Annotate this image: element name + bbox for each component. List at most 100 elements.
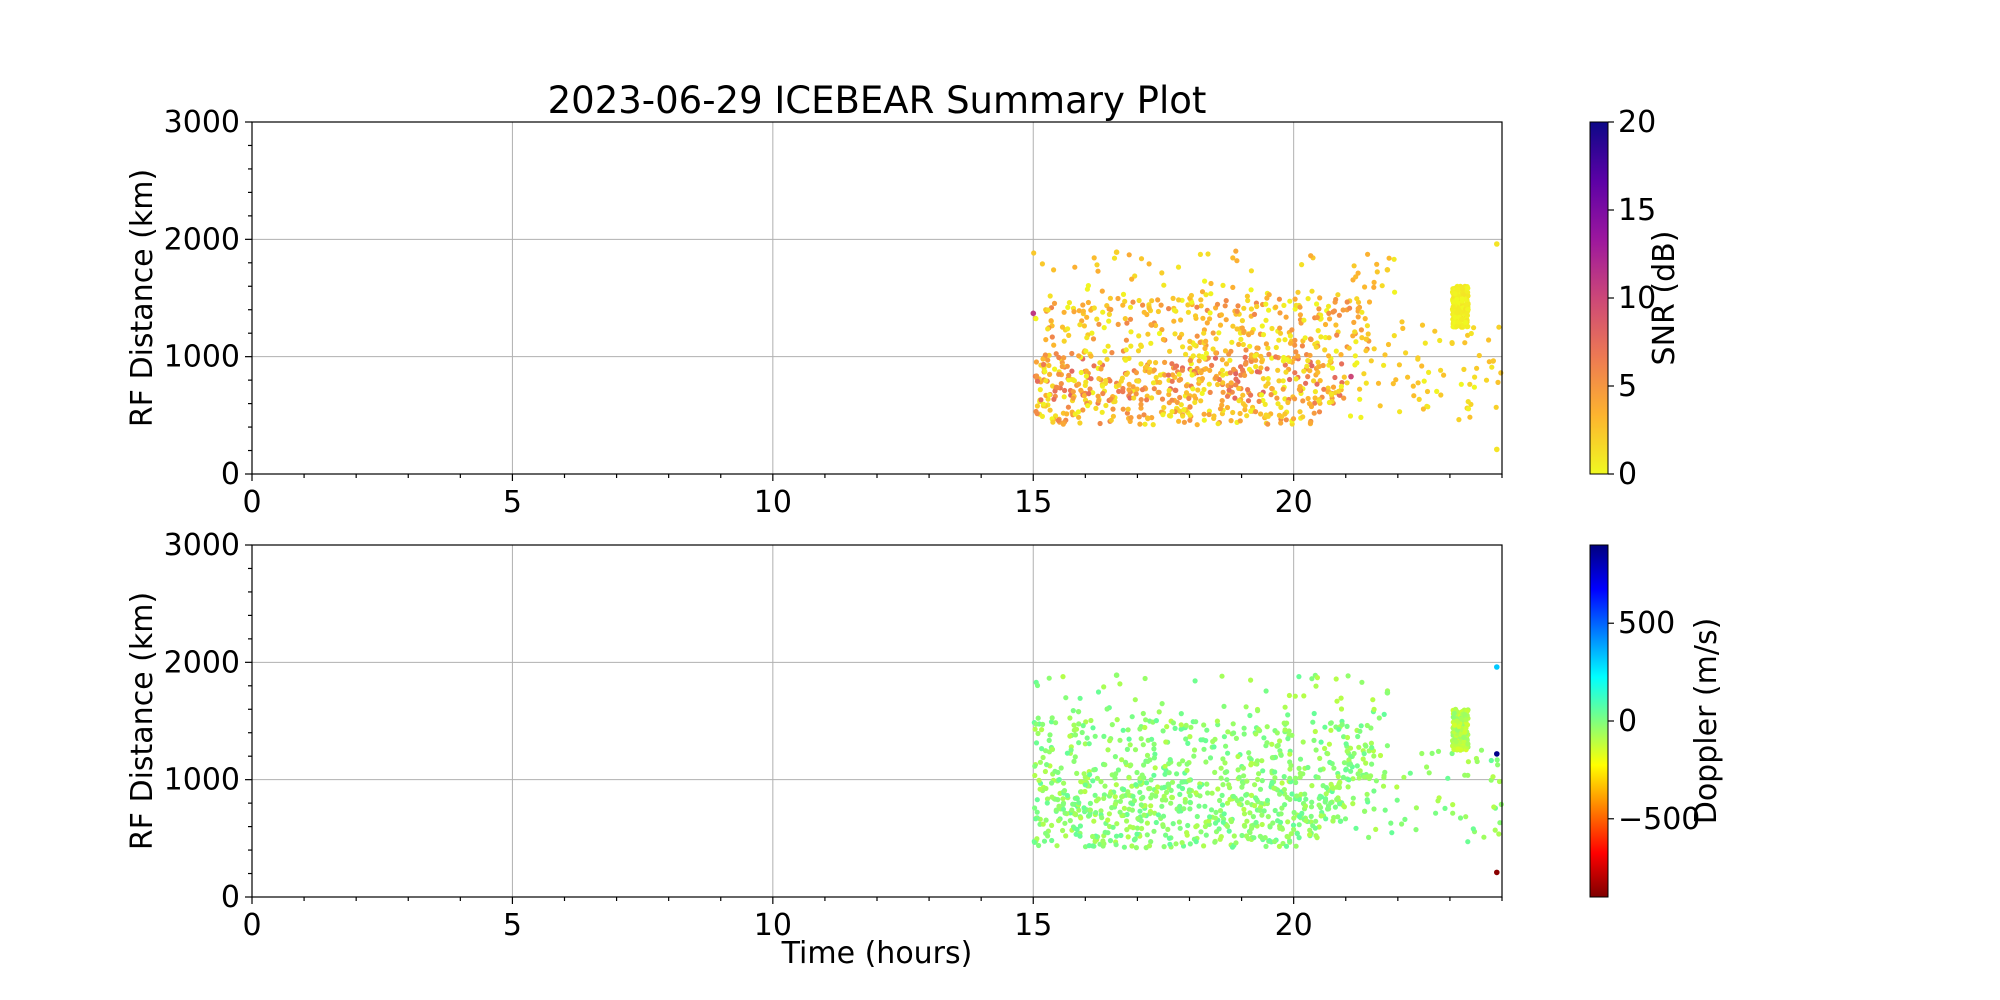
data-point bbox=[1088, 353, 1094, 359]
data-point bbox=[1083, 379, 1089, 385]
data-point bbox=[1090, 725, 1096, 731]
data-point bbox=[1259, 778, 1265, 784]
data-point bbox=[1393, 377, 1399, 383]
data-point bbox=[1264, 724, 1270, 730]
data-point bbox=[1097, 360, 1103, 366]
data-point bbox=[1371, 706, 1377, 713]
data-point bbox=[1329, 365, 1335, 371]
data-point bbox=[1070, 708, 1076, 714]
data-point bbox=[1067, 733, 1073, 739]
data-point bbox=[1312, 395, 1318, 401]
data-point bbox=[1223, 743, 1229, 749]
data-point bbox=[1190, 353, 1196, 359]
data-point bbox=[1292, 370, 1298, 376]
data-point bbox=[1221, 734, 1227, 740]
data-point bbox=[1351, 263, 1357, 269]
data-point bbox=[1467, 381, 1473, 387]
data-point bbox=[1076, 807, 1082, 813]
data-point bbox=[1494, 869, 1500, 876]
data-point bbox=[1318, 813, 1324, 819]
data-point bbox=[1153, 374, 1159, 381]
data-point bbox=[1198, 369, 1204, 376]
data-point bbox=[1292, 396, 1298, 402]
data-point bbox=[1033, 816, 1039, 822]
data-point bbox=[1370, 697, 1376, 703]
data-point bbox=[1106, 318, 1112, 324]
data-point bbox=[1039, 727, 1045, 733]
data-point bbox=[1072, 264, 1078, 270]
data-point bbox=[1310, 719, 1316, 725]
data-point bbox=[1208, 291, 1214, 297]
data-point bbox=[1163, 739, 1169, 745]
data-point bbox=[1491, 804, 1497, 810]
data-point bbox=[1034, 378, 1041, 384]
data-point bbox=[1127, 304, 1134, 310]
data-point bbox=[1141, 812, 1147, 818]
data-point bbox=[1350, 795, 1356, 801]
data-point bbox=[1356, 775, 1362, 781]
data-point bbox=[1112, 398, 1118, 405]
data-point bbox=[1481, 834, 1487, 840]
data-point bbox=[1494, 757, 1500, 763]
data-point bbox=[1141, 412, 1147, 418]
data-point bbox=[1164, 789, 1170, 796]
data-point bbox=[1079, 729, 1085, 736]
data-point bbox=[1076, 800, 1082, 806]
colorbar-tick-label: 10 bbox=[1618, 281, 1656, 316]
doppler-panel: 0 5 10 15 20 0 1000 2000 3000 RF Distance (km) T… bbox=[125, 528, 1724, 971]
data-point bbox=[1199, 376, 1205, 382]
data-point bbox=[1049, 837, 1055, 844]
data-point bbox=[1096, 398, 1102, 404]
data-point bbox=[1198, 303, 1204, 309]
data-point bbox=[1198, 398, 1204, 404]
data-point bbox=[1212, 355, 1219, 361]
data-point bbox=[1465, 741, 1471, 747]
data-point bbox=[1224, 800, 1231, 806]
data-point bbox=[1272, 775, 1278, 781]
data-point bbox=[1138, 343, 1144, 349]
data-point bbox=[1353, 339, 1359, 345]
data-point bbox=[1291, 815, 1297, 821]
data-point bbox=[1247, 343, 1253, 349]
data-point bbox=[1108, 396, 1114, 402]
data-point bbox=[1137, 789, 1143, 795]
data-point bbox=[1192, 399, 1198, 405]
data-point bbox=[1219, 357, 1225, 363]
data-point bbox=[1297, 312, 1303, 318]
doppler-colorbar: −500 0 500 bbox=[1589, 544, 1700, 898]
data-point bbox=[1287, 775, 1293, 782]
data-point bbox=[1274, 743, 1280, 749]
data-point bbox=[1060, 421, 1066, 427]
doppler-scatter-points bbox=[1031, 664, 1504, 876]
data-point bbox=[1221, 811, 1227, 817]
data-point bbox=[1144, 820, 1150, 826]
data-point bbox=[1454, 310, 1460, 316]
data-point bbox=[1302, 335, 1308, 341]
data-point bbox=[1195, 387, 1201, 393]
data-point bbox=[1355, 306, 1361, 312]
data-point bbox=[1121, 844, 1127, 850]
data-point bbox=[1194, 422, 1200, 428]
data-point bbox=[1326, 310, 1332, 316]
data-point bbox=[1363, 336, 1369, 342]
data-point bbox=[1261, 735, 1267, 741]
data-point bbox=[1150, 380, 1157, 386]
data-point bbox=[1167, 348, 1173, 354]
data-point bbox=[1297, 409, 1303, 415]
data-point bbox=[1077, 322, 1083, 328]
colorbar-tick-label: 500 bbox=[1618, 606, 1675, 641]
data-point bbox=[1259, 392, 1265, 398]
data-point bbox=[1161, 784, 1167, 791]
data-point bbox=[1076, 381, 1082, 387]
data-point bbox=[1070, 395, 1076, 401]
data-point bbox=[1033, 359, 1039, 365]
data-point bbox=[1051, 267, 1057, 273]
data-point bbox=[1281, 787, 1287, 793]
data-point bbox=[1066, 372, 1072, 378]
data-point bbox=[1465, 772, 1471, 778]
data-point bbox=[1217, 406, 1224, 412]
data-point bbox=[1377, 403, 1383, 409]
data-point bbox=[1071, 309, 1077, 315]
data-point bbox=[1218, 775, 1224, 781]
data-point bbox=[1044, 800, 1050, 806]
